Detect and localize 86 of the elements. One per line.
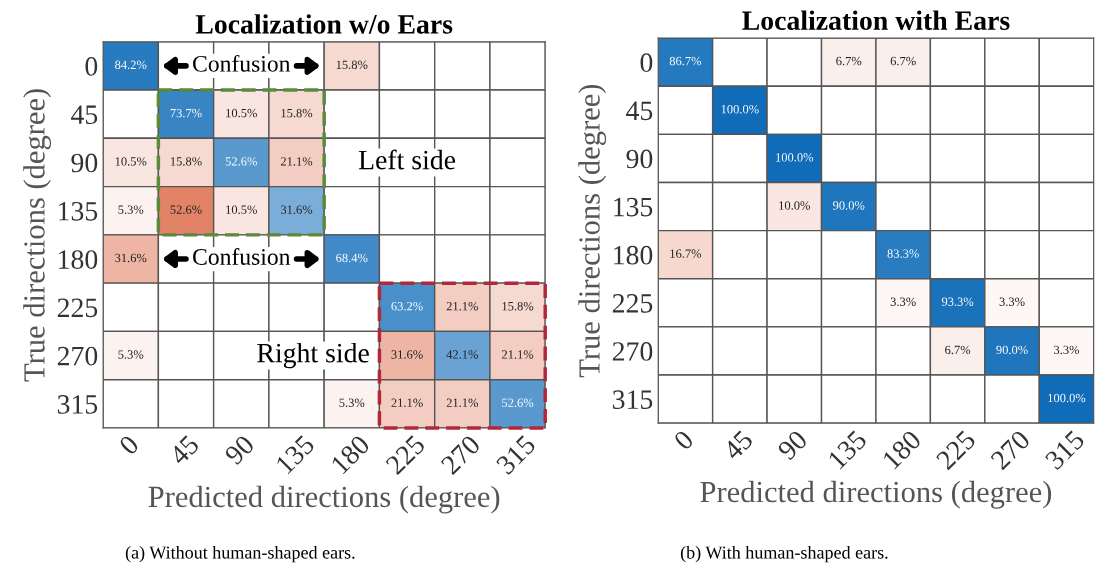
data-label: 73.7% [170,108,202,118]
y-tick-label: 0 [85,57,98,76]
data-label: 5.3% [339,398,365,408]
y-tick-label: 225 [57,298,98,318]
data-label: 10.5% [115,157,147,166]
y-tick-label: 270 [612,342,653,361]
x-tick-label: 45 [168,434,200,466]
x-tick-label: 315 [495,434,537,476]
x-tick-label: 315 [1044,429,1086,471]
x-tick-label: 0 [118,434,140,456]
data-label: 31.6% [391,350,423,359]
data-label: 10.5% [226,108,257,118]
x-tick-label: 225 [384,434,426,476]
data-label: 84.2% [115,60,147,70]
y-tick-label: 270 [57,346,98,366]
data-label: 21.1% [446,398,479,408]
y-tick-label: 315 [57,395,98,414]
y-tick-label: 0 [640,53,653,73]
x-tick-label: 135 [827,429,868,470]
data-label: 52.6% [502,398,534,408]
data-label: 86.7% [669,56,702,66]
data-label: 16.7% [670,249,702,258]
data-label: 90.0% [832,201,865,210]
data-label: 100.0% [721,104,759,114]
y-axis-title: True directions (degree) [23,89,52,382]
x-tick-label: 180 [330,434,371,475]
x-tick-label: 45 [722,429,754,462]
x-tick-label: 180 [881,429,923,470]
y-tick-label: 45 [626,101,653,121]
x-tick-label: 270 [440,434,482,476]
data-label: 6.7% [836,56,862,66]
y-tick-label: 135 [59,201,98,221]
data-label: 21.1% [446,301,479,311]
data-label: 100.0% [1048,393,1086,403]
x-tick-label: 90 [776,429,809,461]
annotation: Left side [358,149,456,170]
data-label: 31.6% [280,205,313,214]
data-label: 5.3% [118,350,144,359]
data-label: 5.3% [118,205,144,214]
data-label: 21.1% [280,157,313,166]
data-label: 3.3% [890,297,916,306]
y-tick-label: 180 [59,250,98,269]
data-label: 21.1% [391,398,423,408]
data-label: 100.0% [776,153,814,162]
data-label: 6.7% [890,56,916,66]
data-label: 15.8% [336,60,368,70]
y-tick-label: 180 [614,245,653,265]
x-axis-title: Predicted directions (degree) [700,480,1052,509]
data-label: 10.5% [226,205,257,214]
chart-title: Localization with Ears [742,10,1010,30]
data-label: 10.0% [779,201,811,210]
x-tick-label: 135 [275,434,316,475]
text: (a) Without human-shaped ears. [125,545,355,563]
y-tick-label: 90 [71,153,98,173]
annotation: Confusion [193,248,291,265]
data-label: 15.8% [281,108,313,118]
data-label: 93.3% [941,297,974,306]
x-axis-title: Predicted directions (degree) [148,485,500,514]
data-label: 21.1% [501,350,534,359]
text: (b) With human-shaped ears. [680,545,888,563]
y-tick-label: 225 [612,294,653,313]
annotation: Right side [257,342,369,369]
data-label: 52.6% [225,157,257,166]
data-label: 90.0% [996,345,1028,355]
data-label: 15.8% [170,157,202,166]
data-label: 68.4% [336,253,368,263]
data-label: 52.6% [170,205,202,214]
y-tick-label: 315 [613,390,653,409]
x-tick-label: 90 [223,434,256,466]
data-label: 63.2% [391,301,423,311]
data-label: 42.1% [446,350,479,359]
y-tick-label: 45 [71,105,98,125]
y-axis-title: True directions (degree) [578,84,607,378]
data-label: 31.6% [115,253,147,263]
annotation: Confusion [193,54,291,72]
data-label: 83.3% [887,249,919,258]
y-tick-label: 135 [614,197,653,217]
data-label: 15.8% [502,301,534,311]
y-tick-label: 90 [626,149,653,169]
x-tick-label: 0 [672,429,695,451]
data-label: 3.3% [1054,345,1080,355]
x-tick-label: 270 [989,429,1031,471]
x-tick-label: 225 [935,429,977,471]
data-label: 6.7% [945,345,971,355]
chart-title: Localization w/o Ears [195,14,453,34]
data-label: 3.3% [999,297,1025,306]
